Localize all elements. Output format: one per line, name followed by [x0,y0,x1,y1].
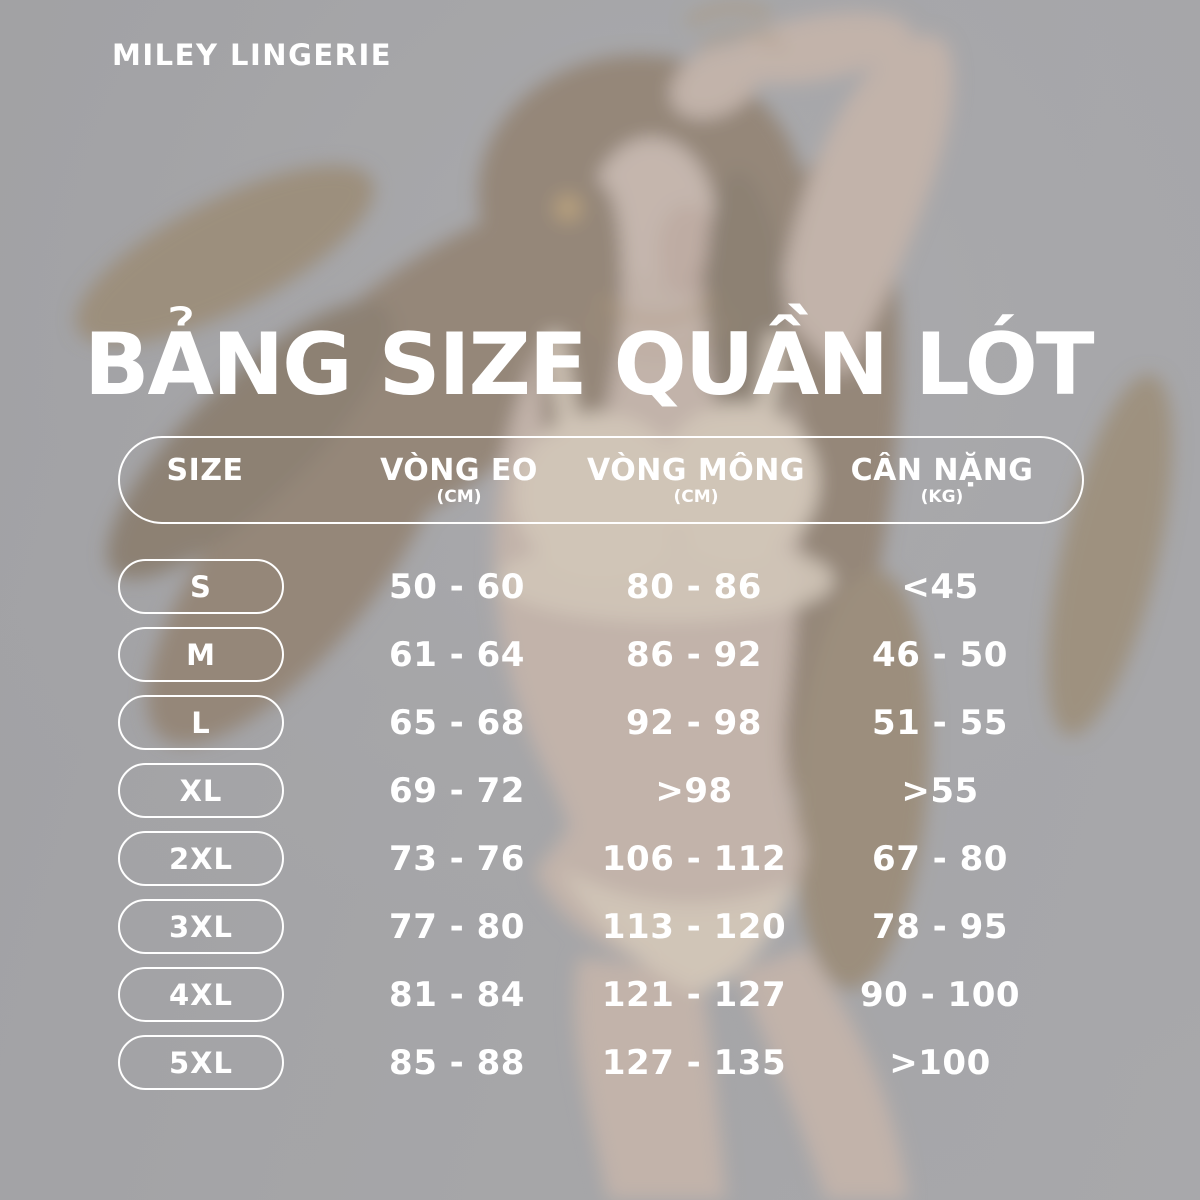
waist-value: 73 - 76 [389,838,525,879]
weight-value: 51 - 55 [872,702,1008,743]
size-badge: L [118,695,284,750]
earring-shape [554,194,582,222]
page-title: BẢNG SIZE QUẦN LÓT [84,315,1095,415]
size-badge: XL [118,763,284,818]
table-row: 4XL 81 - 84 121 - 127 90 - 100 [118,967,1084,1022]
header-hip-label: VÒNG MÔNG [587,452,805,488]
waist-value: 85 - 88 [389,1042,525,1083]
header-weight-unit: (KG) [920,486,964,507]
hip-value: 113 - 120 [601,906,787,947]
size-badge: M [118,627,284,682]
size-table: SIZE VÒNG EO (CM) VÒNG MÔNG (CM) CÂN NẶN… [118,436,1084,1090]
table-row: S 50 - 60 80 - 86 <45 [118,559,1084,614]
jewelry-shapes [583,5,782,352]
header-weight-label: CÂN NẶNG [850,452,1034,488]
table-row: 2XL 73 - 76 106 - 112 67 - 80 [118,831,1084,886]
header-waist-label: VÒNG EO [380,452,538,488]
face-shading [658,204,718,296]
header-size: SIZE [120,438,290,522]
table-row: L 65 - 68 92 - 98 51 - 55 [118,695,1084,750]
size-badge: 2XL [118,831,284,886]
brand-logo: MILEY LINGERIE [112,38,393,72]
table-header: SIZE VÒNG EO (CM) VÒNG MÔNG (CM) CÂN NẶN… [118,436,1084,524]
weight-value: 67 - 80 [872,838,1008,879]
panty-shape [560,868,795,992]
table-row: XL 69 - 72 >98 >55 [118,763,1084,818]
waist-value: 81 - 84 [389,974,525,1015]
waist-value: 50 - 60 [389,566,525,607]
bra-shape [497,332,833,622]
weight-value: 90 - 100 [859,974,1021,1015]
waist-value: 77 - 80 [389,906,525,947]
size-badge: S [118,559,284,614]
waist-value: 65 - 68 [389,702,525,743]
hip-value: 92 - 98 [626,702,762,743]
table-row: 3XL 77 - 80 113 - 120 78 - 95 [118,899,1084,954]
header-hip-unit: (CM) [673,486,719,507]
hip-value: >98 [655,770,733,811]
weight-value: >55 [901,770,979,811]
header-weight: CÂN NẶNG (KG) [798,438,1086,522]
weight-value: >100 [889,1042,991,1083]
size-badge: 3XL [118,899,284,954]
table-row: 5XL 85 - 88 127 - 135 >100 [118,1035,1084,1090]
weight-value: <45 [901,566,979,607]
table-row: M 61 - 64 86 - 92 46 - 50 [118,627,1084,682]
weight-value: 46 - 50 [872,634,1008,675]
size-badge: 5XL [118,1035,284,1090]
hip-value: 106 - 112 [601,838,787,879]
hip-value: 80 - 86 [626,566,762,607]
weight-value: 78 - 95 [872,906,1008,947]
hip-value: 127 - 135 [601,1042,787,1083]
header-size-label: SIZE [166,452,244,488]
hip-value: 121 - 127 [601,974,787,1015]
hip-value: 86 - 92 [626,634,762,675]
header-waist: VÒNG EO (CM) [309,438,609,522]
waist-value: 61 - 64 [389,634,525,675]
header-waist-unit: (CM) [436,486,482,507]
size-badge: 4XL [118,967,284,1022]
header-hip: VÒNG MÔNG (CM) [546,438,846,522]
waist-value: 69 - 72 [389,770,525,811]
